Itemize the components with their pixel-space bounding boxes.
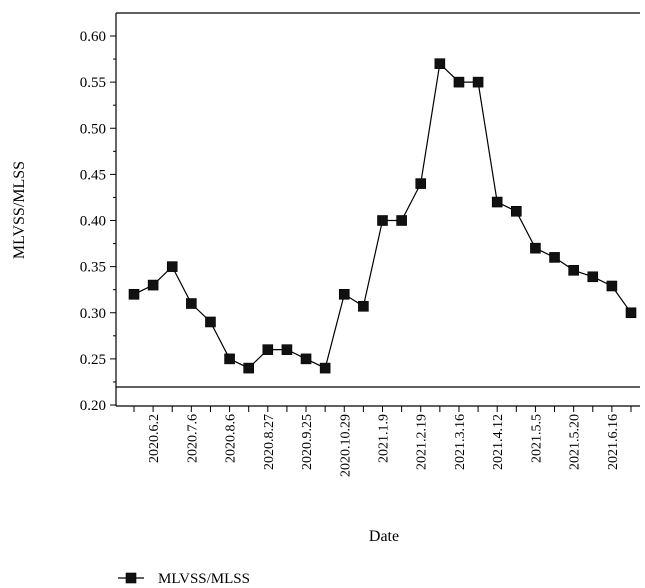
x-tick-label: 2021.3.16 <box>453 414 468 470</box>
x-tick-label: 2020.8.6 <box>224 414 239 463</box>
x-tick-label: 2021.5.5 <box>529 414 544 463</box>
y-axis-title: MLVSS/MLSS <box>11 161 28 259</box>
data-point-marker <box>434 58 446 69</box>
data-point-marker <box>319 362 331 374</box>
x-axis-ticks: 2020.6.2 2020.7.6 2020.8.6 2020.8.27 2020.9.… <box>133 406 632 477</box>
y-tick-label: 0.55 <box>80 75 106 91</box>
data-point-marker <box>453 76 465 88</box>
plot-frame <box>115 12 640 407</box>
x-tick-label: 2021.4.12 <box>491 414 506 470</box>
data-point-marker <box>262 344 274 355</box>
x-axis-title: Date <box>369 528 399 545</box>
data-point-marker <box>166 261 178 272</box>
series-group <box>128 58 637 374</box>
data-point-marker <box>472 76 484 88</box>
y-tick-label: 0.60 <box>80 29 106 45</box>
data-point-marker <box>625 307 637 319</box>
data-point-marker <box>243 362 254 374</box>
x-tick-label: 2020.10.29 <box>338 414 353 477</box>
data-point-marker <box>205 316 216 328</box>
data-point-marker <box>568 265 579 276</box>
legend: MLVSS/MLSS <box>118 571 250 587</box>
data-point-marker <box>338 288 350 300</box>
data-point-marker <box>511 205 522 217</box>
data-point-marker <box>358 300 369 312</box>
data-point-marker <box>186 298 197 309</box>
x-tick-label: 2020.9.25 <box>300 414 315 470</box>
y-tick-label: 0.45 <box>80 167 106 183</box>
y-tick-label: 0.35 <box>80 260 106 276</box>
x-tick-label: 2021.5.20 <box>568 414 583 470</box>
data-point-marker <box>147 279 159 291</box>
x-tick-label: 2021.2.19 <box>415 414 430 470</box>
y-tick-label: 0.50 <box>80 121 106 137</box>
x-tick-label: 2020.8.27 <box>262 414 277 470</box>
y-tick-label: 0.40 <box>80 214 106 230</box>
data-point-marker <box>396 215 407 226</box>
data-point-marker <box>530 242 541 254</box>
data-point-marker <box>606 280 618 292</box>
data-point-marker <box>128 288 140 300</box>
x-tick-label: 2021.6.16 <box>606 414 621 470</box>
y-axis-ticks: 0.20 0.25 0.30 0.35 0.40 0.45 0.50 0.55 0.60 <box>80 29 116 414</box>
data-point-marker <box>587 271 599 283</box>
x-tick-label: 2020.6.2 <box>147 414 162 463</box>
x-tick-label: 2020.7.6 <box>185 414 200 463</box>
data-point-marker <box>491 196 503 208</box>
data-point-marker <box>415 178 427 189</box>
data-point-marker <box>300 353 312 365</box>
y-tick-label: 0.25 <box>80 352 106 368</box>
data-point-marker <box>377 215 388 226</box>
data-point-marker <box>281 344 293 355</box>
x-tick-label: 2021.1.9 <box>377 414 392 463</box>
data-point-marker <box>549 252 560 263</box>
data-point-marker <box>224 353 235 365</box>
y-tick-label: 0.20 <box>80 398 106 414</box>
legend-series-label: MLVSS/MLSS <box>158 571 250 587</box>
y-tick-label: 0.30 <box>80 306 106 322</box>
legend-marker <box>125 572 137 584</box>
